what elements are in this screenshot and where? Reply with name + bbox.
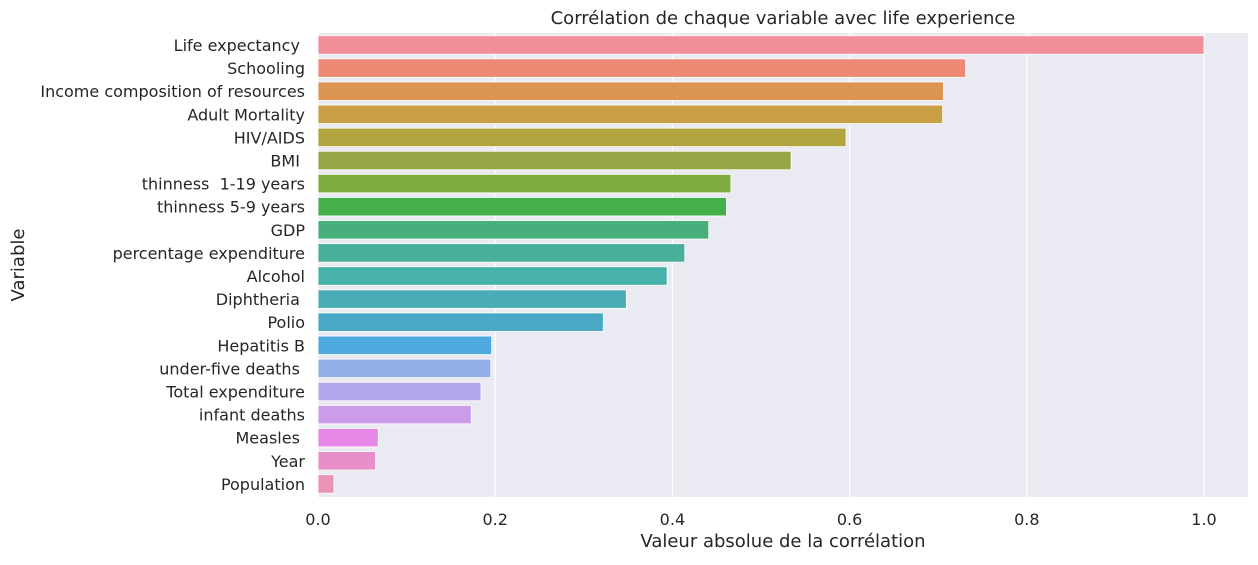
bar [317,358,492,379]
y-tick-label: Adult Mortality [187,105,305,124]
bar [317,220,710,240]
plot-background [318,33,1248,497]
y-tick-label: Schooling [227,59,305,78]
x-tick-label: 0.0 [305,510,330,529]
x-tick-label: 0.8 [1014,510,1039,529]
y-tick-label: GDP [271,221,306,240]
y-tick-label: Income composition of resources [40,82,305,101]
y-tick-label: Diphtheria [216,290,305,309]
y-tick-label: thinness 5-9 years [157,198,305,217]
bar [317,335,493,355]
y-tick-label: Population [221,475,305,494]
y-tick-label: infant deaths [199,406,305,425]
bar [317,404,472,425]
bar [317,127,847,148]
x-tick-label: 0.2 [482,510,507,529]
bar [317,150,792,171]
x-tick-label: 0.6 [837,510,862,529]
bar [317,312,604,332]
bar [317,243,686,263]
bar [317,81,944,101]
x-axis-label: Valeur absolue de la corrélation [640,531,925,552]
y-tick-label: percentage expenditure [113,244,305,263]
bar [317,197,727,217]
bar [317,474,335,494]
x-tick-label: 0.4 [660,510,685,529]
bar [317,451,376,471]
bar [317,266,668,286]
y-tick-label: Hepatitis B [217,336,305,355]
y-tick-label: Polio [267,313,305,332]
bar-layer [317,35,1205,494]
y-tick-label: HIV/AIDS [234,128,305,147]
y-axis-label: Variable [8,229,29,302]
x-tick-labels: 0.0 0.2 0.4 0.6 0.8 1.0 [305,510,1216,529]
y-tick-label: Year [270,452,305,471]
chart-title: Corrélation de chaque variable avec life… [551,8,1016,29]
y-tick-label: Measles [236,429,306,448]
y-tick-label: Life expectancy [174,36,305,55]
bar [317,35,1205,55]
y-tick-label: Total expenditure [165,383,305,402]
x-tick-label: 1.0 [1191,510,1216,529]
y-tick-label: Alcohol [247,267,305,286]
y-tick-label: under-five deaths [159,359,305,378]
bar [317,289,627,309]
bar [317,381,482,402]
bar [317,104,944,124]
y-tick-label: BMI [270,152,305,171]
bar [317,428,379,448]
bar [317,58,967,78]
y-tick-labels: Life expectancy Schooling Income composit… [40,36,305,494]
bar [317,173,732,194]
y-tick-label: thinness 1-19 years [142,175,305,194]
